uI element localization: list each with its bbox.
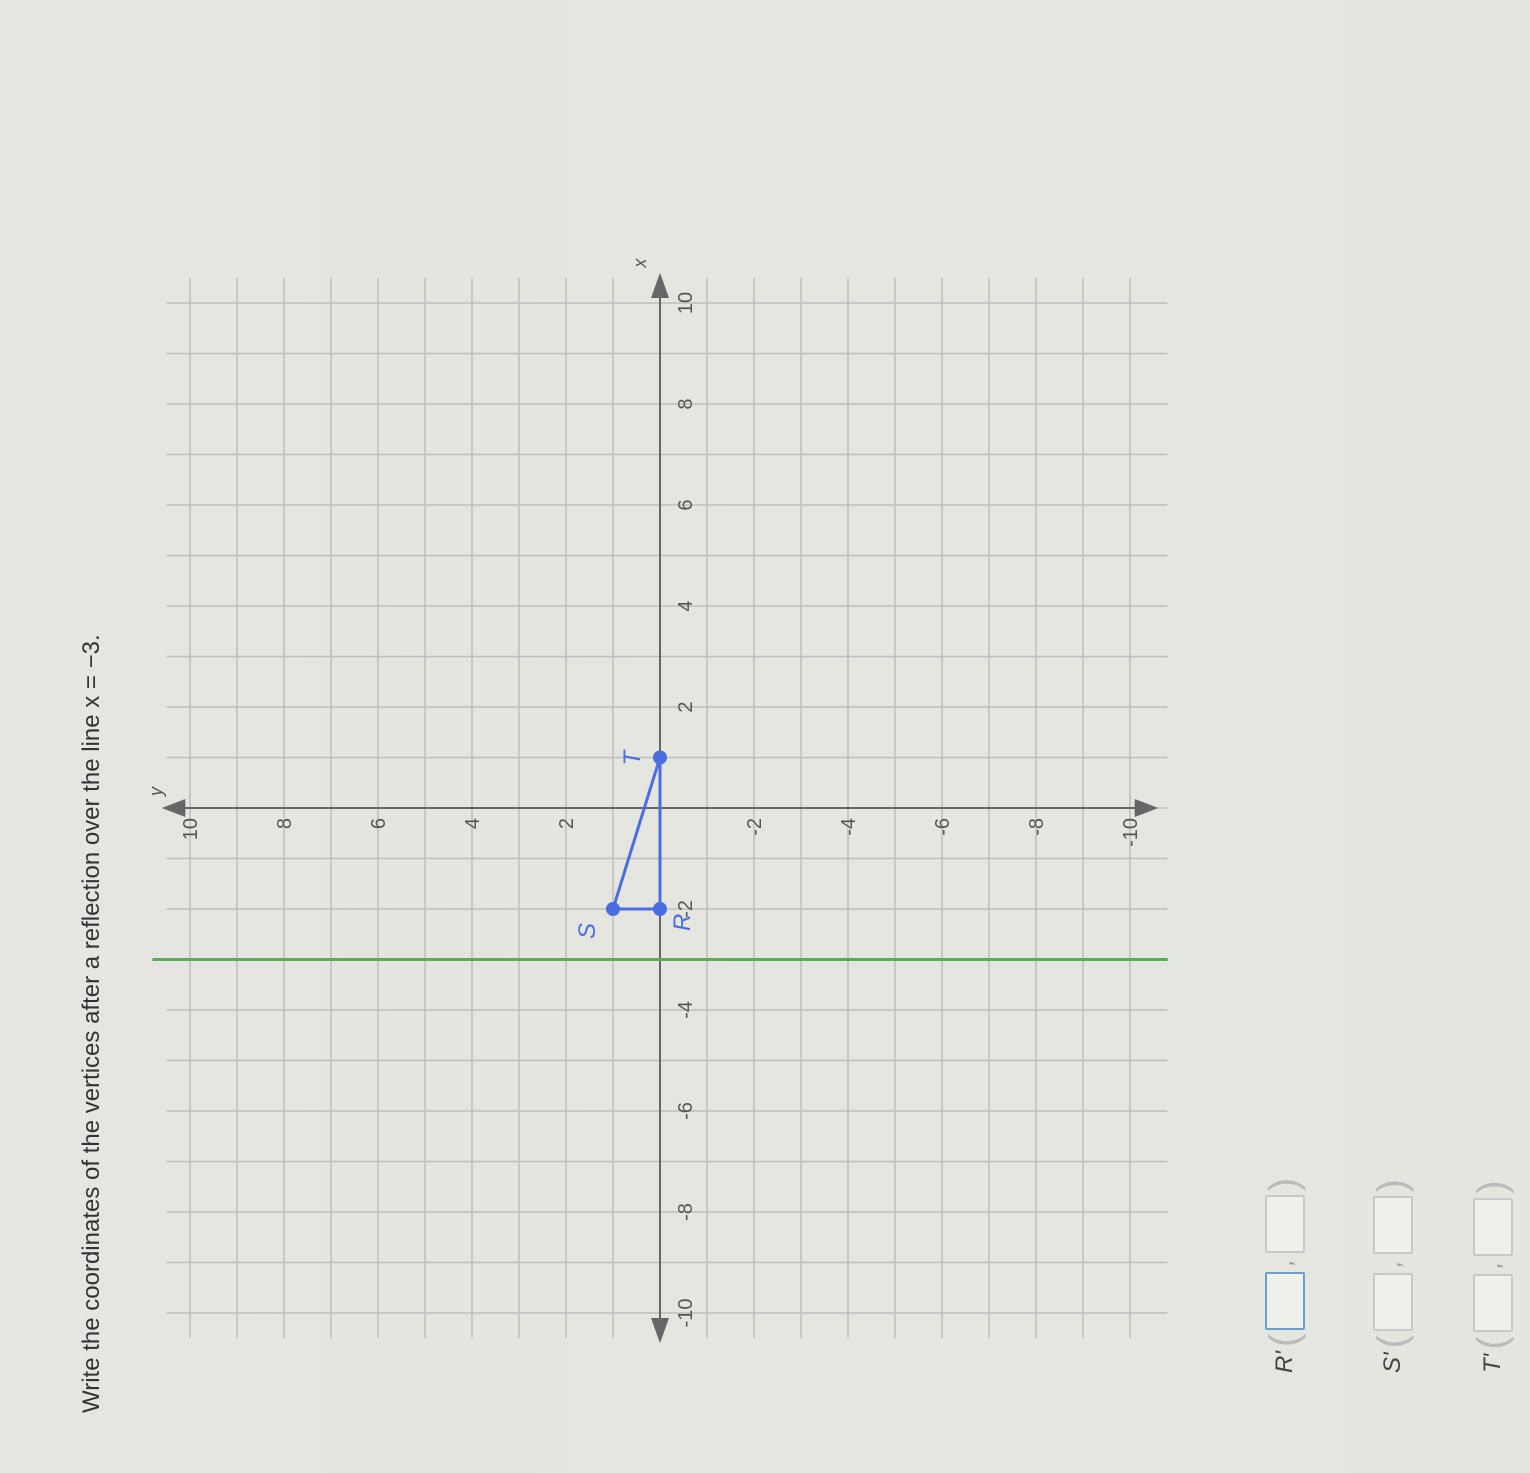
answer-label: T' bbox=[1478, 1353, 1506, 1373]
vertex-s bbox=[606, 902, 620, 916]
y-axis-label: y bbox=[146, 786, 166, 798]
vertex-label: R bbox=[669, 914, 696, 931]
answer-label: R' bbox=[1270, 1351, 1298, 1373]
open-paren: ( bbox=[1370, 1335, 1414, 1349]
y-tick-label: -2 bbox=[744, 818, 766, 836]
y-tick-label: 10 bbox=[180, 818, 202, 840]
s-x-input[interactable] bbox=[1372, 1273, 1413, 1332]
close-paren: ) bbox=[1262, 1177, 1306, 1192]
x-tick-label: 4 bbox=[675, 600, 697, 611]
comma: , bbox=[1378, 1260, 1406, 1268]
y-tick-label: -6 bbox=[932, 818, 954, 836]
vertex-label: S bbox=[574, 923, 601, 939]
answer-row-r: R' ( , ) bbox=[1262, 1174, 1307, 1373]
y-tick-label: 4 bbox=[462, 818, 484, 829]
vertex-r bbox=[653, 902, 667, 916]
x-tick-label: 6 bbox=[675, 499, 697, 510]
x-tick-label: 10 bbox=[675, 292, 697, 314]
x-axis-arrow-right bbox=[651, 272, 669, 298]
answer-row-s: S' ( , ) bbox=[1370, 1175, 1415, 1373]
t-y-input[interactable] bbox=[1472, 1197, 1513, 1256]
x-tick-label: -8 bbox=[675, 1203, 697, 1221]
vertex-t bbox=[653, 750, 667, 765]
s-y-input[interactable] bbox=[1372, 1196, 1413, 1255]
x-tick-label: 8 bbox=[675, 398, 697, 409]
x-tick-label: -6 bbox=[675, 1102, 697, 1120]
r-x-input[interactable] bbox=[1264, 1271, 1305, 1330]
y-tick-label: -8 bbox=[1026, 818, 1048, 836]
close-paren: ) bbox=[1470, 1180, 1514, 1194]
coordinate-graph: x y -10 -8 -6 -4 -2 2 4 6 8 10 10 8 6 4 2 -2 -4 -6 -8 -10 R S T bbox=[146, 258, 1168, 1344]
y-axis-arrow-down bbox=[1134, 799, 1159, 817]
y-tick-label: -10 bbox=[1120, 818, 1142, 847]
open-paren: ( bbox=[1470, 1336, 1514, 1350]
t-x-input[interactable] bbox=[1472, 1274, 1513, 1333]
y-axis-arrow-up bbox=[161, 799, 186, 817]
x-tick-label: -10 bbox=[675, 1299, 697, 1328]
x-axis-label: x bbox=[630, 258, 650, 269]
x-tick-label: -2 bbox=[675, 900, 697, 918]
y-tick-label: 8 bbox=[274, 818, 296, 829]
y-tick-label: 6 bbox=[368, 818, 390, 829]
triangle-rst bbox=[610, 757, 662, 911]
r-y-input[interactable] bbox=[1264, 1195, 1305, 1254]
x-tick-label: 2 bbox=[675, 701, 697, 712]
comma: , bbox=[1478, 1261, 1506, 1269]
x-tick-label: -4 bbox=[675, 1001, 697, 1019]
vertex-label: T bbox=[619, 749, 646, 766]
answer-row-t: T' ( , ) bbox=[1470, 1176, 1515, 1373]
comma: , bbox=[1270, 1259, 1298, 1266]
answer-label: S' bbox=[1378, 1352, 1406, 1373]
y-tick-label: 2 bbox=[556, 818, 578, 829]
close-paren: ) bbox=[1370, 1179, 1414, 1193]
x-axis-arrow-left bbox=[651, 1318, 669, 1344]
y-tick-label: -4 bbox=[838, 818, 860, 836]
open-paren: ( bbox=[1262, 1333, 1306, 1348]
